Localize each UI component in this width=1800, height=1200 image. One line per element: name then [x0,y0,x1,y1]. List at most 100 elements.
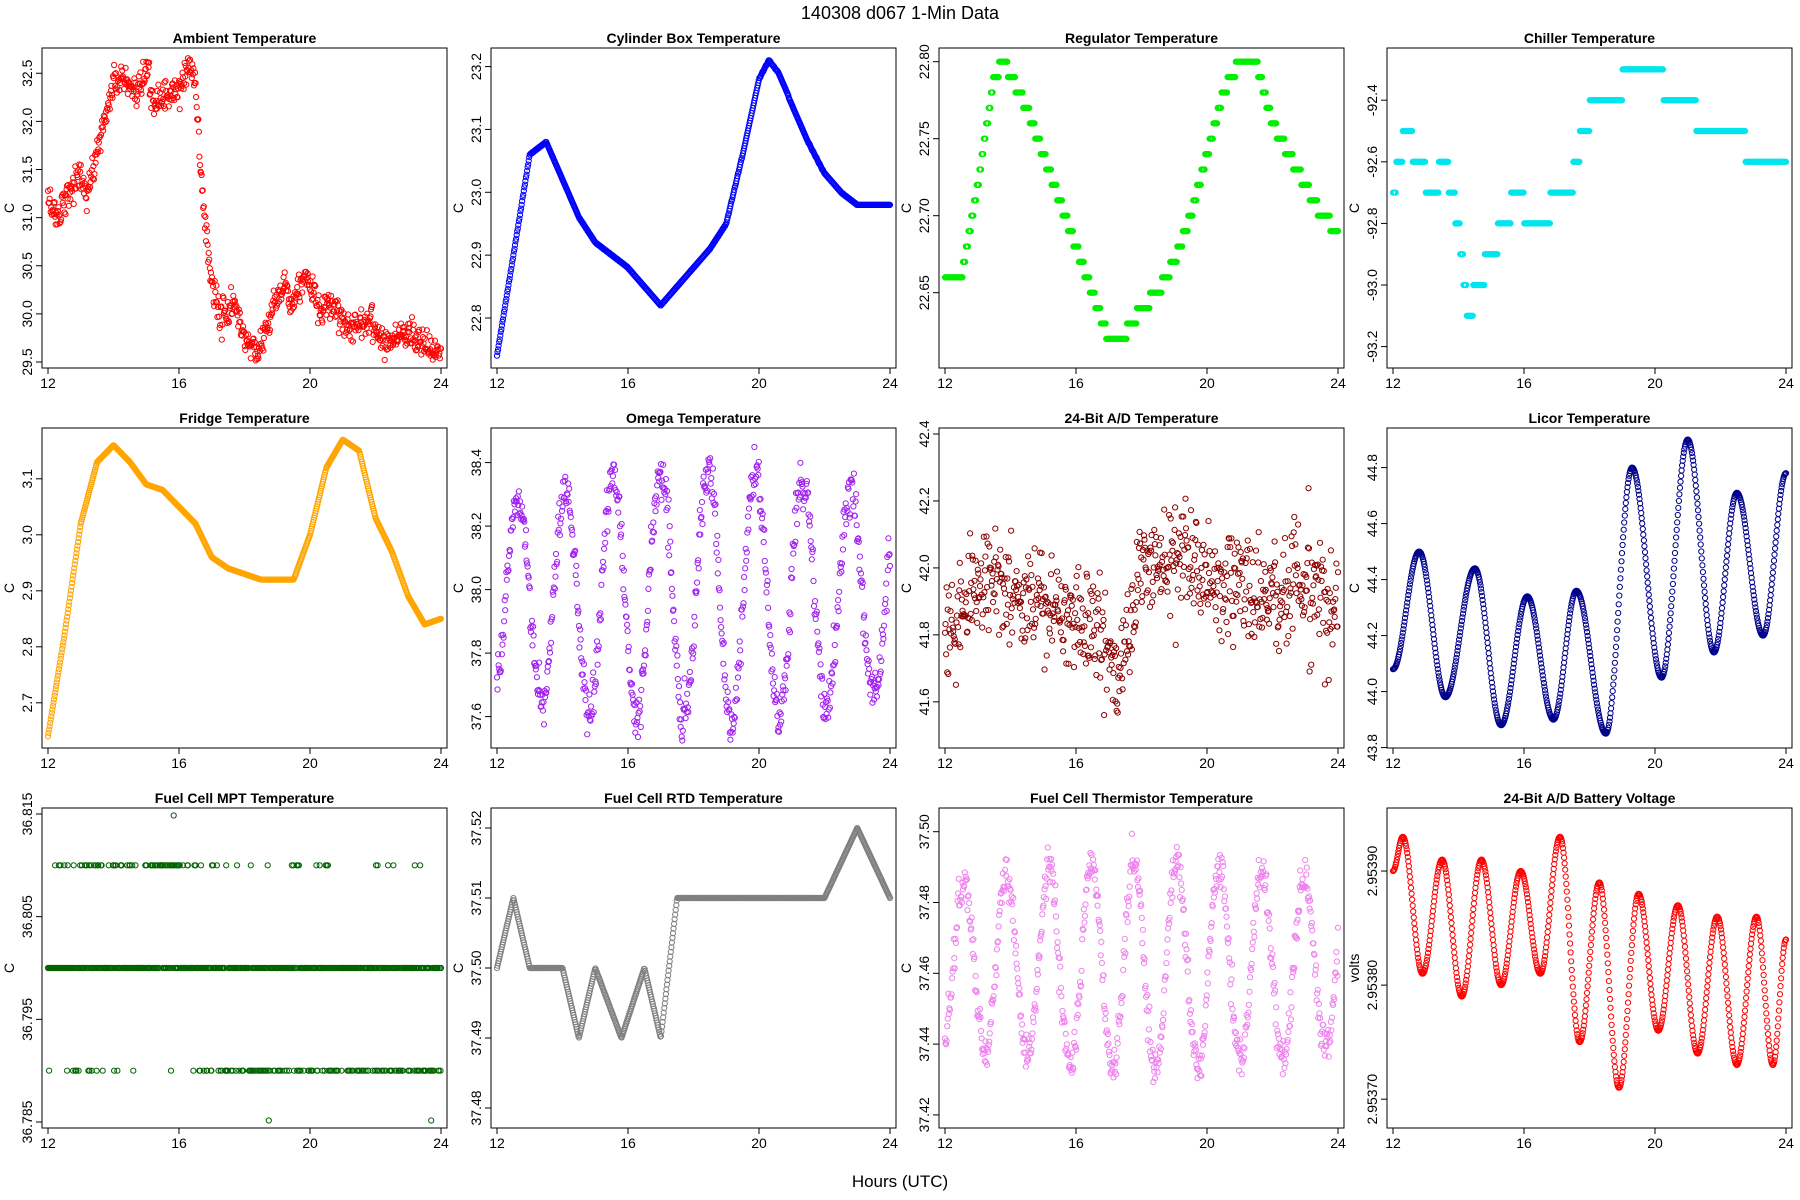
y-tick-label: 31.5 [19,156,35,183]
panel-title: Cylinder Box Temperature [606,30,780,46]
data-point [511,245,518,252]
data-point [1103,686,1110,693]
panel-title: Regulator Temperature [1065,30,1218,46]
data-point [957,578,965,585]
data-point [314,320,322,327]
data-point [1089,597,1096,605]
data-point [372,328,380,335]
data-point [1073,572,1080,580]
data-point [977,576,984,583]
data-point [319,319,326,326]
data-point [1187,507,1195,514]
data-point [814,628,821,635]
data-point [369,302,376,309]
data-point [1041,666,1048,673]
data-point [695,565,702,572]
data-point [102,118,109,126]
data-point [843,521,850,528]
data-point [734,172,741,179]
data-point [1006,641,1013,648]
x-tick-label: 24 [433,375,449,391]
data-point [428,337,435,344]
data-point [689,655,696,662]
data-point [80,174,87,181]
data-point [269,306,276,313]
data-point [698,499,706,506]
data-point [1093,622,1101,629]
x-tick-label: 12 [1385,375,1401,391]
data-point [572,572,579,579]
data-point [752,480,759,488]
data-point [144,71,151,78]
data-point [1022,635,1029,642]
data-point [387,342,394,349]
data-point [56,220,63,227]
data-point [797,459,804,466]
data-point [665,496,672,503]
data-point [1057,629,1065,636]
data-point [77,162,84,169]
data-point [195,128,202,135]
data-point [673,643,680,650]
y-tick-label: 42.2 [916,487,932,514]
data-point [380,336,387,343]
data-point [299,289,306,296]
data-point [521,184,528,191]
data-point [112,70,119,77]
data-point [783,662,790,669]
data-point [1048,552,1055,559]
data-point [130,88,137,95]
data-point [1047,571,1055,578]
data-point [46,195,53,202]
data-point [1210,583,1217,590]
data-point [247,355,254,362]
data-point [81,180,88,187]
data-point [718,624,725,631]
data-point [967,530,974,537]
data-point [724,214,731,221]
data-point [325,291,332,298]
data-point [722,683,729,691]
data-point [356,322,363,329]
data-point [979,624,986,631]
x-tick-label: 16 [620,755,636,771]
data-point [1108,661,1115,668]
data-point [985,627,992,634]
data-point [637,723,644,731]
data-point [1102,589,1109,596]
data-point [1087,644,1095,651]
data-point [111,61,118,69]
data-point [601,545,608,552]
data-point [741,587,748,594]
x-tick-label: 20 [302,755,318,771]
data-point [183,81,190,88]
data-point [741,574,748,581]
data-point [218,303,225,310]
data-point [624,628,631,635]
x-tick-label: 24 [433,755,449,771]
data-point [677,699,684,706]
data-point [810,603,818,610]
data-point [309,273,316,280]
data-point [1134,587,1142,594]
data-point [501,618,508,625]
data-point [1216,593,1224,600]
data-point [176,77,183,85]
x-tick-label: 12 [40,755,56,771]
data-point [1074,616,1081,624]
data-point [265,320,272,327]
data-point [199,187,206,194]
data-point [134,97,141,104]
data-point [494,348,501,355]
data-point [1095,595,1102,602]
data-point [71,179,78,186]
x-tick-label: 24 [1330,755,1346,771]
data-point [835,597,842,604]
data-point [192,80,199,87]
data-point [210,299,217,306]
data-point [967,610,974,617]
